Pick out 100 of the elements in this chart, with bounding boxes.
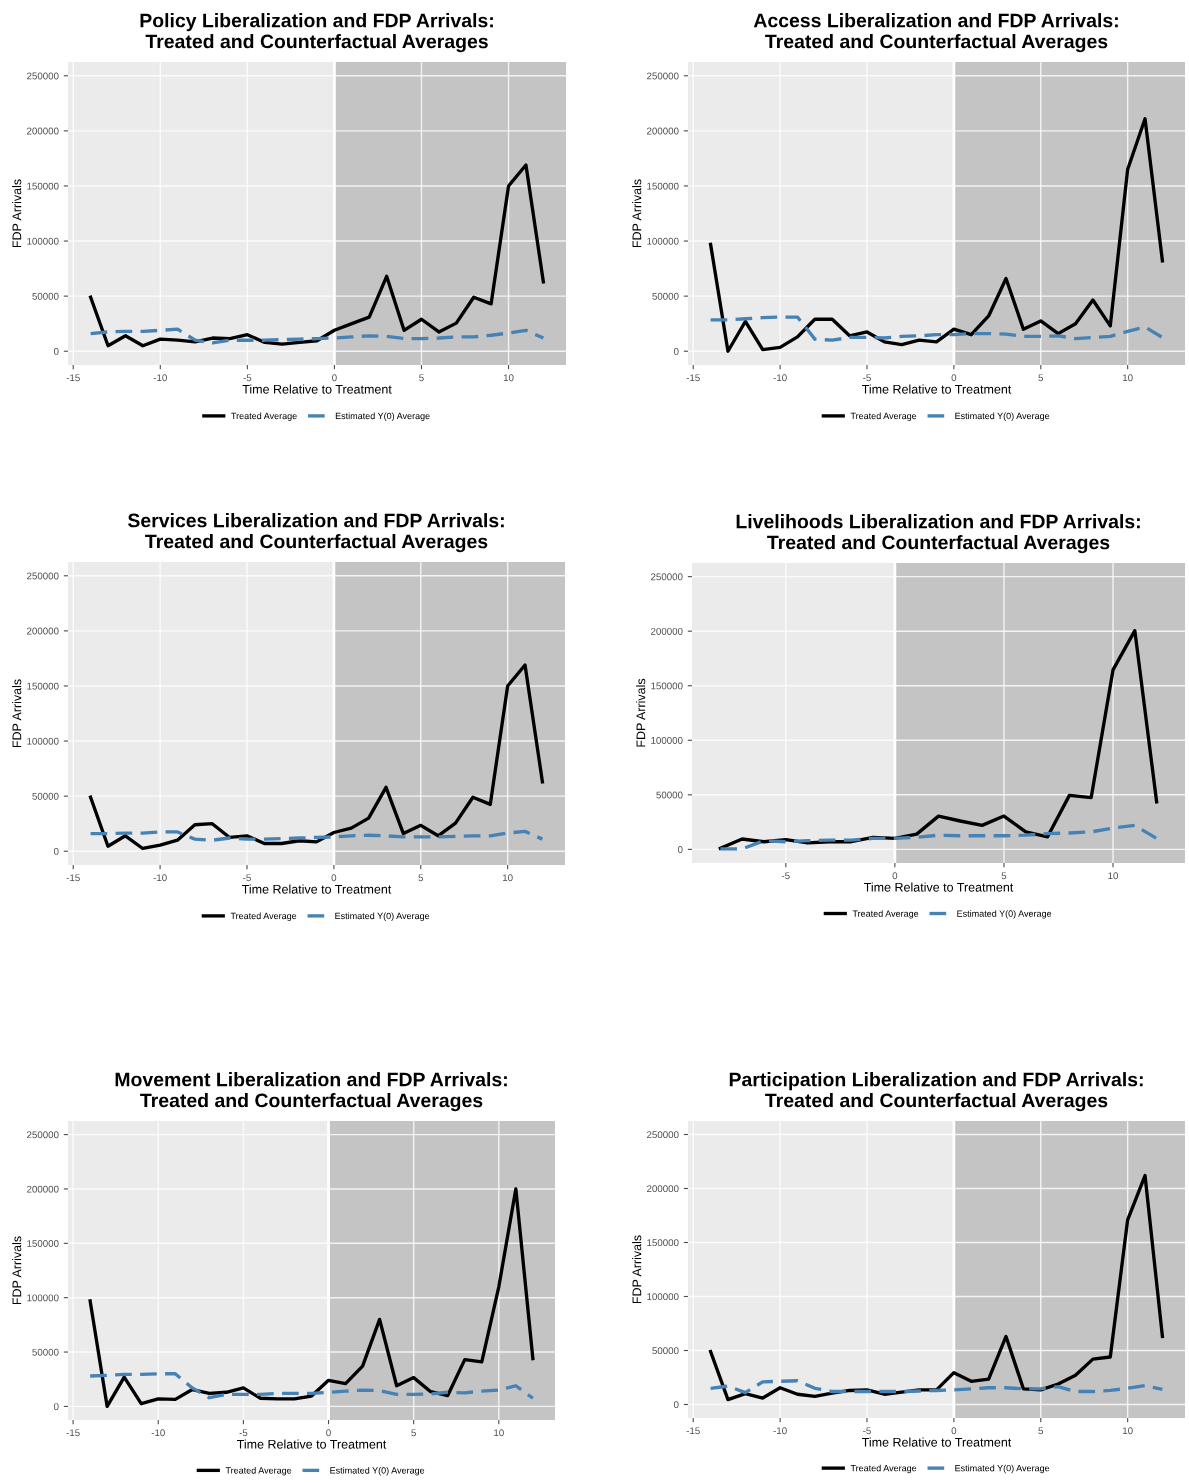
x-tick-label: 10	[494, 1429, 504, 1437]
x-axis-title: Time Relative to Treatment	[242, 384, 392, 394]
x-tick-label: 5	[419, 374, 424, 382]
x-axis-title: Time Relative to Treatment	[861, 384, 1012, 394]
y-tick-label: 200000	[647, 1185, 679, 1193]
y-tick-label: 0	[53, 847, 59, 855]
chart-title: Movement Liberalization and FDP Arrivals: Treated and Counterfactual Averages	[115, 1072, 507, 1112]
x-axis-title: Time Relative to Treatment	[236, 1439, 387, 1449]
legend-label: Estimated Y(0) Average	[330, 1466, 425, 1476]
y-tick-label: 50000	[656, 791, 683, 799]
legend-label: Estimated Y(0) Average	[957, 910, 1052, 919]
y-tick-label: 150000	[27, 1240, 59, 1247]
x-tick-label: -15	[686, 374, 700, 382]
line-series	[708, 1379, 1165, 1395]
y-tick-label: 150000	[27, 682, 59, 690]
legend-label: Estimated Y(0) Average	[955, 412, 1050, 421]
x-tick-label: 5	[1001, 872, 1007, 880]
y-tick-label: 50000	[32, 292, 59, 300]
x-tick-label: -15	[686, 1427, 700, 1435]
y-tick-label: 150000	[651, 682, 683, 690]
x-tick-label: -5	[243, 874, 251, 882]
y-tick-label: 250000	[27, 72, 59, 80]
legend-label: Treated Average	[225, 1466, 292, 1476]
y-tick-label: 0	[53, 347, 59, 355]
y-tick-label: 150000	[27, 182, 59, 190]
chart-title: Access Liberalization and FDP Arrivals: Treated and Counterfactual Averages	[753, 13, 1118, 53]
line-series	[708, 117, 1165, 353]
y-tick-label: 200000	[27, 127, 59, 135]
x-tick-label: -5	[243, 374, 252, 382]
chart-title: Policy Liberalization and FDP Arrivals: Treated and Counterfactual Averages	[140, 13, 493, 53]
legend-label: Treated Average	[850, 412, 917, 421]
x-axis-title: Time Relative to Treatment	[241, 884, 392, 894]
x-tick-label: -15	[66, 874, 80, 882]
x-tick-label: -5	[239, 1429, 248, 1437]
y-axis-title: FDP Arrivals	[12, 179, 22, 248]
x-tick-label: 10	[503, 374, 514, 382]
y-axis-title: FDP Arrivals	[12, 1236, 22, 1305]
y-tick-label: 100000	[27, 737, 59, 745]
x-axis-title: Time Relative to Treatment	[861, 1437, 1012, 1447]
line-series	[88, 663, 545, 851]
y-tick-label: 0	[677, 846, 683, 853]
y-axis-title: FDP Arrivals	[636, 678, 646, 747]
x-tick-label: -10	[153, 874, 167, 882]
chart-title: Services Liberalization and FDP Arrivals: Treated and Counterfactual Averages	[127, 513, 504, 553]
x-tick-label: 5	[411, 1429, 416, 1437]
x-tick-label: 10	[1122, 1427, 1133, 1435]
legend-label: Estimated Y(0) Average	[955, 1464, 1050, 1474]
x-tick-label: -5	[863, 374, 871, 382]
chart-title: Participation Liberalization and FDP Arrivals: Treated and Counterfactual Averages	[729, 1072, 1143, 1112]
x-tick-label: 0	[326, 1429, 331, 1437]
y-tick-label: 50000	[652, 1347, 679, 1355]
line-series	[88, 829, 545, 842]
line-series	[88, 1372, 535, 1400]
y-tick-label: 200000	[651, 627, 683, 635]
line-series	[88, 163, 546, 348]
y-tick-label: 50000	[652, 292, 679, 300]
y-tick-label: 250000	[27, 572, 59, 580]
y-tick-label: 150000	[647, 182, 679, 190]
x-tick-label: -10	[773, 1427, 787, 1435]
x-tick-label: 0	[951, 1427, 957, 1435]
y-tick-label: 100000	[651, 737, 683, 744]
y-tick-label: 50000	[32, 1348, 59, 1356]
x-tick-label: -5	[863, 1427, 871, 1435]
line-series	[88, 1187, 535, 1409]
y-tick-label: 150000	[647, 1239, 679, 1247]
x-axis-title: Time Relative to Treatment	[863, 882, 1014, 892]
y-tick-label: 200000	[27, 627, 59, 635]
x-tick-label: 0	[951, 374, 957, 382]
y-tick-label: 250000	[647, 1131, 679, 1139]
y-tick-label: 100000	[27, 237, 59, 245]
legend-label: Treated Average	[852, 910, 919, 919]
x-tick-label: 5	[1038, 1427, 1044, 1435]
y-tick-label: 100000	[647, 237, 679, 245]
y-tick-label: 250000	[647, 72, 679, 80]
line-series	[708, 315, 1165, 342]
y-tick-label: 0	[53, 1403, 59, 1411]
x-tick-label: 5	[1038, 374, 1044, 382]
x-tick-label: 10	[1108, 872, 1119, 880]
x-tick-label: 5	[418, 874, 424, 882]
line-series	[88, 327, 546, 345]
line-series	[718, 823, 1159, 851]
x-tick-label: -10	[153, 374, 167, 382]
x-tick-label: -15	[66, 374, 80, 382]
y-tick-label: 250000	[651, 573, 683, 581]
y-axis-title: FDP Arrivals	[632, 1235, 642, 1304]
y-tick-label: 200000	[647, 127, 679, 135]
x-tick-label: 10	[502, 874, 513, 882]
x-tick-label: -10	[773, 374, 787, 382]
x-tick-label: 10	[1122, 374, 1133, 382]
x-tick-label: 0	[331, 874, 337, 882]
x-tick-label: -5	[781, 872, 790, 880]
y-axis-title: FDP Arrivals	[632, 179, 642, 248]
x-tick-label: 0	[332, 374, 337, 382]
x-tick-label: -10	[151, 1429, 165, 1437]
line-series	[708, 1173, 1165, 1402]
x-tick-label: -15	[66, 1429, 80, 1437]
legend-label: Estimated Y(0) Average	[335, 912, 430, 921]
y-axis-title: FDP Arrivals	[12, 679, 22, 748]
y-tick-label: 200000	[27, 1185, 59, 1193]
legend-label: Treated Average	[230, 912, 297, 921]
